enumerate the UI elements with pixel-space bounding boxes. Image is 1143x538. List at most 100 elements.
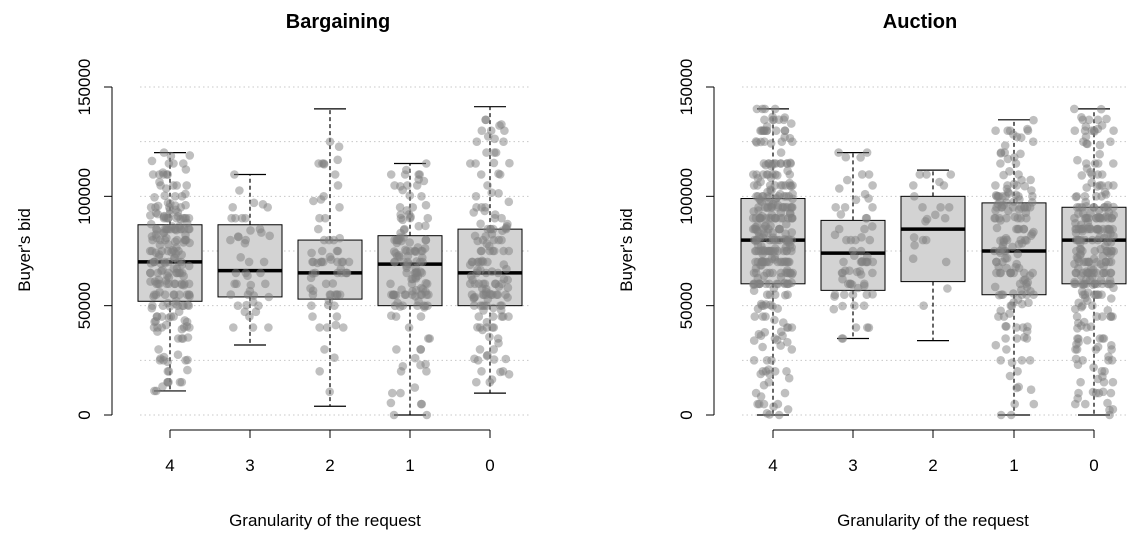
data-point [749, 286, 759, 296]
data-point [1007, 301, 1017, 311]
data-point [863, 323, 872, 332]
data-point [318, 159, 327, 168]
data-point [776, 181, 786, 190]
data-point [766, 139, 776, 148]
data-point [170, 192, 180, 201]
data-point [1095, 149, 1104, 159]
data-point [164, 279, 174, 289]
data-point [235, 186, 244, 195]
data-point [472, 203, 481, 212]
data-point [1012, 334, 1022, 343]
data-point [910, 241, 919, 250]
data-point [1017, 239, 1027, 248]
data-point [1087, 170, 1097, 179]
data-point [1098, 279, 1107, 289]
data-point [1109, 181, 1118, 190]
data-point [154, 345, 163, 354]
data-point [868, 290, 877, 299]
data-point [489, 158, 499, 168]
data-point [1082, 139, 1091, 148]
data-point [773, 399, 783, 409]
data-point [1083, 268, 1092, 278]
data-point [338, 257, 348, 267]
data-point [481, 268, 491, 278]
data-point [1016, 149, 1025, 159]
data-point [414, 221, 424, 231]
data-point [497, 213, 506, 223]
data-point [164, 367, 174, 376]
x-tick-label: 0 [485, 456, 494, 475]
data-point [236, 252, 245, 262]
data-point [1090, 246, 1100, 256]
data-point [835, 184, 844, 193]
data-point [1029, 115, 1038, 125]
data-point [249, 198, 259, 208]
data-point [335, 233, 345, 243]
data-point [868, 181, 877, 190]
data-point [163, 170, 172, 179]
data-point [1003, 154, 1013, 164]
data-point [1095, 140, 1105, 150]
data-point [762, 409, 772, 418]
data-point [419, 176, 429, 186]
data-point [780, 126, 790, 135]
data-point [770, 315, 779, 325]
data-point [864, 194, 873, 203]
data-point [1025, 356, 1035, 365]
data-point [1099, 268, 1108, 278]
data-point [325, 252, 335, 262]
data-point [306, 273, 316, 283]
data-point [787, 119, 796, 128]
data-point [483, 181, 492, 190]
data-point [474, 312, 484, 321]
data-point [1090, 279, 1100, 289]
data-point [472, 377, 481, 387]
data-point [255, 224, 265, 234]
data-point [830, 230, 840, 240]
data-point [859, 301, 869, 311]
data-point [1005, 167, 1014, 176]
data-point [1083, 257, 1092, 267]
data-point [398, 362, 408, 371]
data-point [496, 305, 506, 315]
data-point [943, 284, 952, 293]
data-point [756, 331, 766, 341]
data-point [758, 104, 767, 114]
data-point [164, 225, 173, 234]
data-point [856, 246, 866, 256]
data-point [316, 195, 326, 204]
data-point [405, 213, 415, 223]
data-point [147, 156, 157, 166]
data-point [774, 410, 784, 420]
data-point [421, 200, 431, 210]
data-point [1107, 341, 1116, 350]
data-point [778, 257, 787, 267]
bargaining-panel: 0 50000 100000 150000 4 3 2 1 0 Bargaining Granu… [15, 11, 530, 530]
data-point [1074, 298, 1083, 308]
data-point [325, 137, 335, 146]
data-point [910, 192, 919, 201]
data-point [1019, 268, 1029, 278]
jitter-points [748, 104, 1118, 420]
data-point [244, 257, 254, 267]
data-point [386, 279, 395, 289]
axes: 0 50000 100000 150000 4 3 2 1 0 [677, 59, 1099, 475]
y-tick-label: 150000 [75, 59, 94, 116]
data-point [482, 317, 492, 327]
data-point [1096, 104, 1106, 114]
data-point [753, 399, 762, 409]
data-point [332, 312, 342, 321]
data-point [1092, 224, 1101, 234]
data-point [416, 290, 426, 300]
data-point [915, 170, 925, 179]
data-point [322, 323, 332, 332]
data-point [395, 302, 405, 311]
data-point [248, 297, 258, 307]
data-point [1007, 358, 1017, 368]
data-point [781, 290, 790, 300]
data-point [483, 132, 493, 141]
data-point [494, 189, 503, 198]
data-point [405, 191, 415, 200]
data-point [779, 318, 788, 327]
data-point [156, 259, 165, 268]
